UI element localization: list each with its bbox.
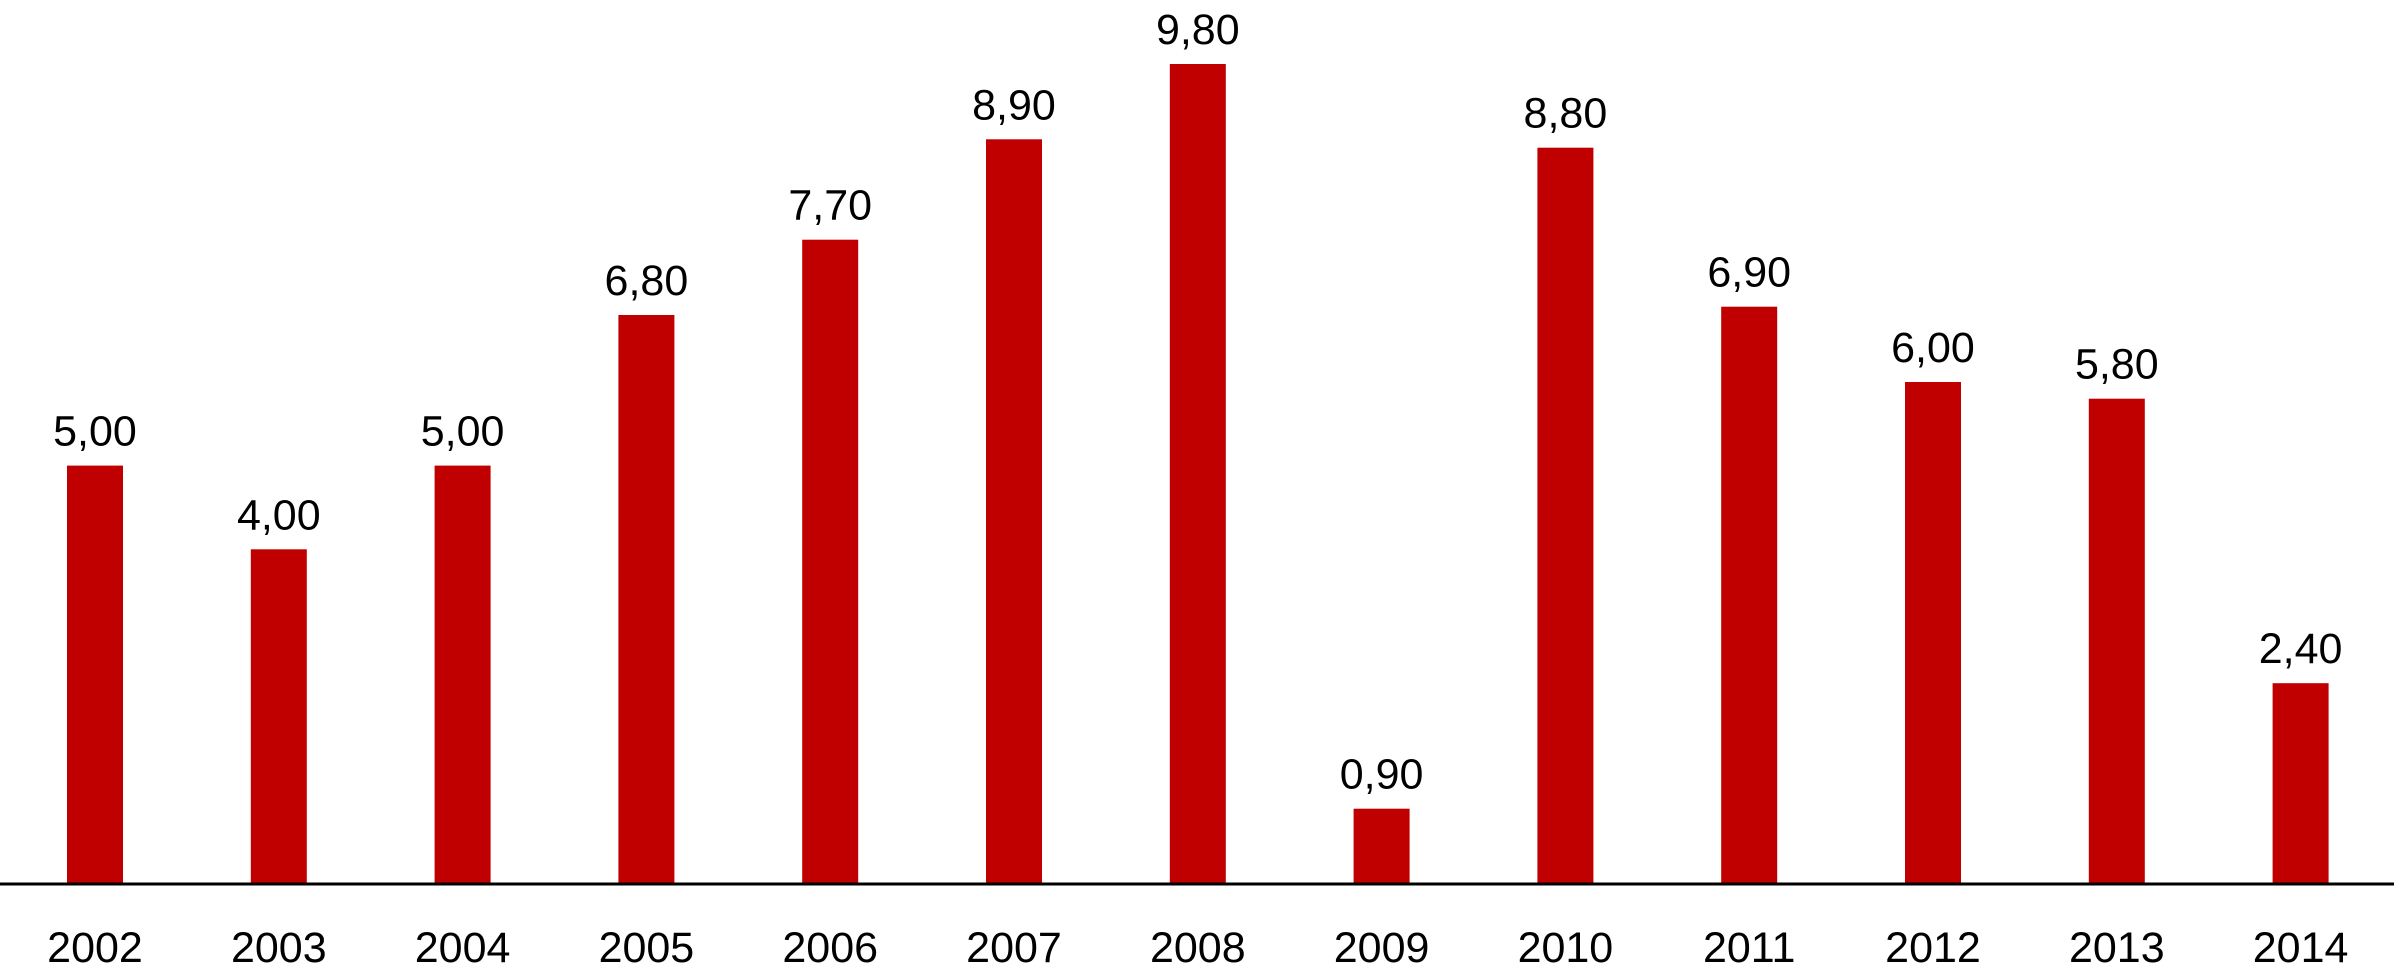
bar-2012	[1905, 382, 1961, 884]
bar-2005	[618, 315, 675, 884]
value-label-2008: 9,80	[1156, 6, 1240, 54]
bar-2003	[250, 549, 307, 884]
value-label-2013: 5,80	[2075, 341, 2159, 389]
x-tick-label-2010: 2010	[1518, 924, 1614, 972]
x-tick-label-2003: 2003	[231, 924, 327, 972]
x-tick-label-2006: 2006	[782, 924, 878, 972]
x-tick-label-2012: 2012	[1885, 924, 1981, 972]
bar-2008	[1169, 64, 1226, 884]
x-tick-label-2013: 2013	[2069, 924, 2165, 972]
x-tick-label-2011: 2011	[1703, 924, 1795, 972]
value-label-2003: 4,00	[237, 491, 321, 539]
x-tick-label-2008: 2008	[1150, 924, 1246, 972]
bar-2009	[1353, 808, 1410, 884]
bar-2007	[986, 139, 1042, 885]
value-label-2011: 6,90	[1707, 249, 1791, 297]
value-label-2005: 6,80	[605, 257, 689, 305]
x-tick-labels-group: 2002 2003 2004 2005 2006 2007 2008 2009 2010 2011…	[47, 924, 2348, 972]
bar-2014	[2272, 683, 2329, 884]
x-tick-label-2009: 2009	[1334, 924, 1430, 972]
bars-group	[67, 64, 2329, 885]
bar-2013	[2088, 398, 2145, 884]
value-label-2009: 0,90	[1340, 751, 1424, 799]
value-labels-group: 5,00 4,00 5,00 6,80 7,70 8,90 9,80 0,90 8,80 6,90…	[53, 6, 2342, 799]
value-label-2010: 8,80	[1524, 90, 1608, 138]
value-label-2002: 5,00	[53, 408, 137, 456]
bar-2002	[67, 465, 123, 884]
bar-2010	[1537, 147, 1594, 884]
x-tick-label-2007: 2007	[966, 924, 1062, 972]
x-tick-label-2005: 2005	[599, 924, 695, 972]
bar-2006	[802, 239, 859, 884]
value-label-2014: 2,40	[2259, 625, 2343, 673]
x-tick-label-2014: 2014	[2253, 924, 2349, 972]
value-label-2006: 7,70	[788, 182, 872, 230]
value-label-2007: 8,90	[972, 81, 1056, 129]
value-label-2012: 6,00	[1891, 324, 1975, 372]
x-tick-label-2004: 2004	[415, 924, 511, 972]
bar-2011	[1721, 306, 1778, 884]
value-label-2004: 5,00	[421, 408, 505, 456]
bar-2004	[434, 465, 491, 884]
x-tick-label-2002: 2002	[47, 924, 143, 972]
